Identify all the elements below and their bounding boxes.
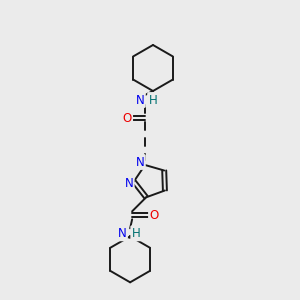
Text: H: H <box>132 227 140 240</box>
Text: H: H <box>148 94 158 106</box>
Text: O: O <box>122 112 132 124</box>
Text: N: N <box>118 227 127 240</box>
Text: N: N <box>124 177 133 190</box>
Text: N: N <box>136 94 144 106</box>
Text: N: N <box>136 155 144 169</box>
Text: O: O <box>149 209 159 222</box>
